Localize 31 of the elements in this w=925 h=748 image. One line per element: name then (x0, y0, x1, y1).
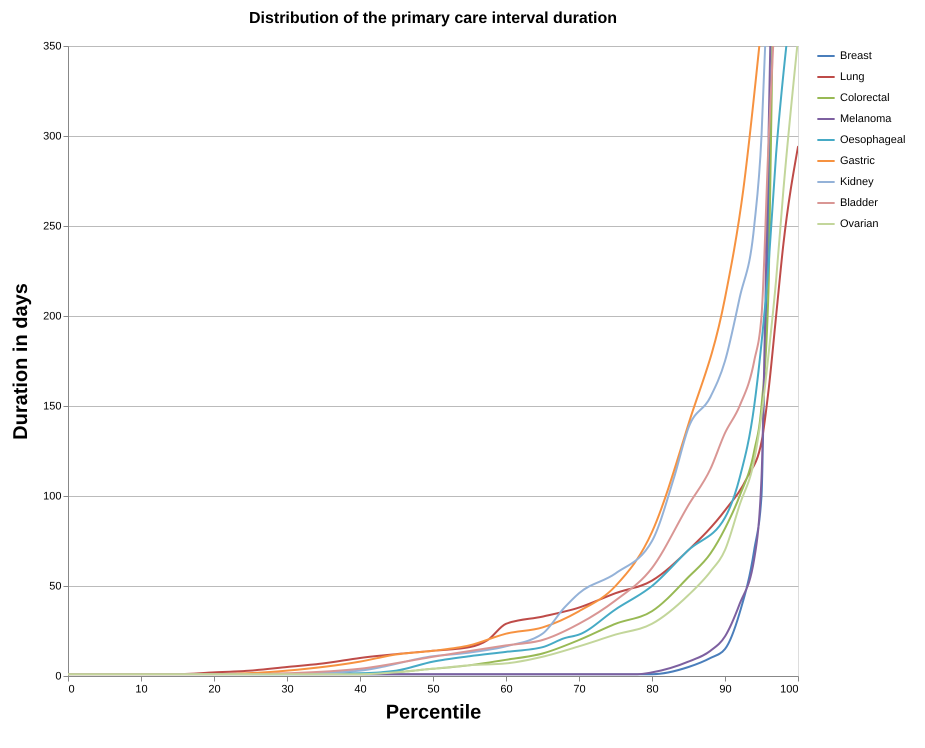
x-axis-title: Percentile (386, 702, 482, 724)
x-tick-label: 60 (500, 684, 513, 696)
x-tick-label: 70 (573, 684, 586, 696)
y-tick-label: 0 (55, 670, 62, 682)
x-tick-label: 90 (719, 684, 732, 696)
y-tick-label: 150 (43, 400, 62, 412)
x-tick-label: 20 (208, 684, 221, 696)
x-tick-label: 10 (135, 684, 148, 696)
x-tick-label: 40 (354, 684, 367, 696)
legend-label: Ovarian (840, 218, 879, 230)
chart-title: Distribution of the primary care interval duration (248, 10, 618, 27)
legend-label: Colorectal (840, 92, 890, 104)
legend-label: Breast (840, 50, 872, 62)
y-tick-label: 300 (43, 130, 62, 142)
legend-label: Bladder (840, 197, 878, 209)
y-tick-label: 250 (43, 220, 62, 232)
legend-label: Gastric (840, 155, 876, 167)
x-tick-label: 80 (646, 684, 659, 696)
x-tick-label: 0 (68, 684, 75, 696)
y-tick-label: 100 (43, 490, 62, 502)
legend-label: Melanoma (840, 113, 892, 125)
y-tick-label: 50 (49, 580, 62, 592)
y-tick-label: 200 (43, 310, 62, 322)
x-tick-label: 50 (427, 684, 440, 696)
y-tick-label: 350 (43, 40, 62, 52)
x-tick-label: 30 (281, 684, 294, 696)
y-axis-title: Duration in days (10, 283, 32, 440)
legend-label: Lung (840, 71, 864, 83)
x-tick-label: 100 (780, 684, 798, 696)
legend-label: Kidney (840, 176, 874, 188)
legend-label: Oesophageal (840, 134, 906, 146)
